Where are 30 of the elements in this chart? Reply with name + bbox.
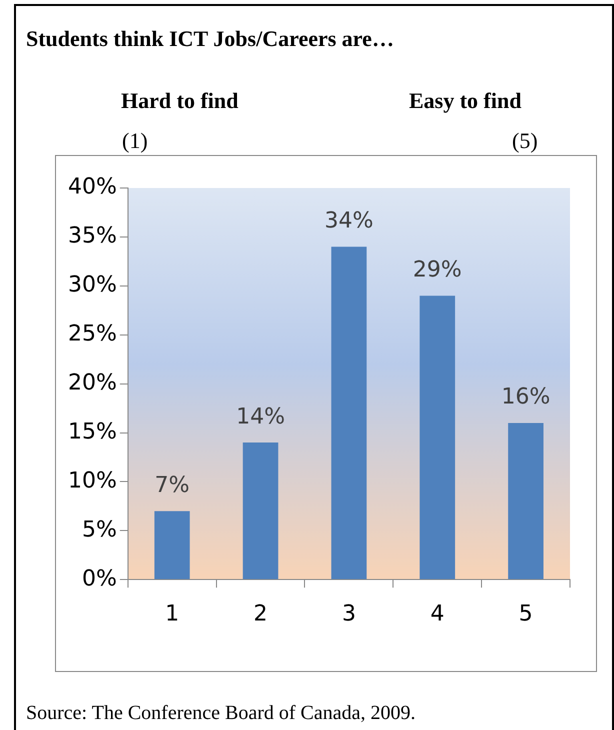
bar [420,296,456,580]
data-label: 16% [501,384,550,410]
chart-title: Students think ICT Jobs/Careers are… [26,26,394,52]
bar [154,511,190,580]
x-tick-label: 4 [430,602,444,627]
bar [508,422,544,580]
y-tick-label: 0% [82,566,117,592]
y-tick-label: 25% [68,322,117,347]
y-tick-label: 15% [68,419,117,444]
data-label: 34% [324,208,374,234]
data-label: 7% [154,472,190,498]
data-label: 29% [412,257,462,282]
y-tick-label: 10% [68,468,117,494]
x-tick-label: 1 [165,602,180,627]
x-tick-label: 2 [254,602,268,627]
x-tick-label: 3 [342,602,356,627]
x-tick-label: 5 [518,602,533,627]
y-tick-label: 20% [68,370,117,396]
y-tick-label: 30% [68,272,117,298]
text: (1) [122,128,148,154]
y-tick-label: 40% [68,174,117,200]
source-note: Source: The Conference Board of Canada, 2009. [26,702,416,725]
y-tick-label: 5% [82,517,117,542]
bar [331,246,367,580]
bar [242,442,278,580]
text: (5) [512,128,538,154]
data-label: 14% [236,404,285,430]
text: Easy to find [409,88,522,114]
text: Hard to find [121,88,238,114]
y-tick-label: 35% [68,224,117,249]
